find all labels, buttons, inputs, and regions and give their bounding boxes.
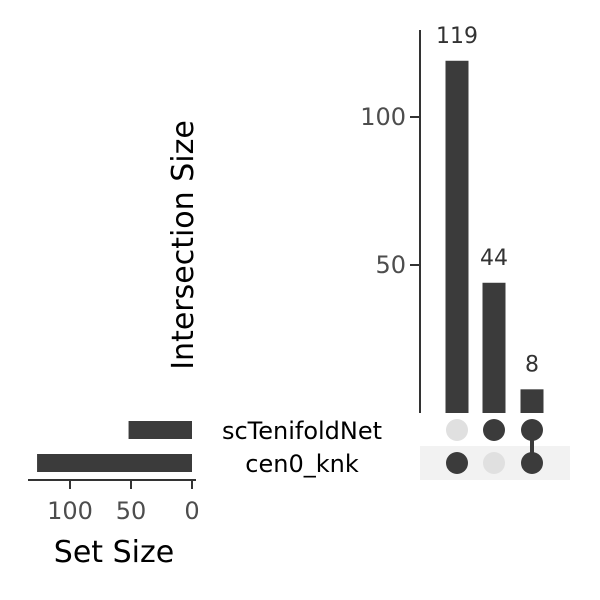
intersection-bar-label: 44 bbox=[480, 246, 508, 271]
set-size-bar bbox=[128, 421, 192, 439]
intersection-bar-label: 119 bbox=[436, 24, 478, 49]
intersection-bar bbox=[482, 282, 506, 413]
matrix-dot-active bbox=[521, 419, 543, 441]
x-axis-title: Set Size bbox=[54, 535, 174, 570]
set-name-label: scTenifoldNet bbox=[222, 417, 382, 445]
matrix-dot-active bbox=[483, 419, 505, 441]
matrix-dot-active bbox=[446, 452, 468, 474]
y-tick-label: 100 bbox=[360, 103, 406, 131]
intersection-bar bbox=[445, 60, 469, 413]
membership-matrix bbox=[420, 419, 570, 480]
intersection-size-panel: 50 100 Intersection Size 119 44 8 bbox=[166, 24, 544, 413]
x-tick-label: 100 bbox=[47, 497, 93, 525]
intersection-bar-label: 8 bbox=[525, 352, 539, 377]
matrix-dot-inactive bbox=[483, 452, 505, 474]
set-name-label: cen0_knk bbox=[245, 450, 359, 478]
y-tick-label: 50 bbox=[375, 251, 406, 279]
set-labels: scTenifoldNet cen0_knk bbox=[222, 417, 382, 478]
set-size-bar bbox=[37, 454, 193, 472]
x-tick-label: 50 bbox=[116, 497, 147, 525]
set-size-panel: 100 50 0 Set Size bbox=[28, 421, 200, 570]
matrix-dot-active bbox=[521, 452, 543, 474]
intersection-bar bbox=[520, 389, 544, 413]
y-axis-title: Intersection Size bbox=[166, 120, 201, 370]
x-tick-label: 0 bbox=[184, 497, 199, 525]
matrix-dot-inactive bbox=[446, 419, 468, 441]
